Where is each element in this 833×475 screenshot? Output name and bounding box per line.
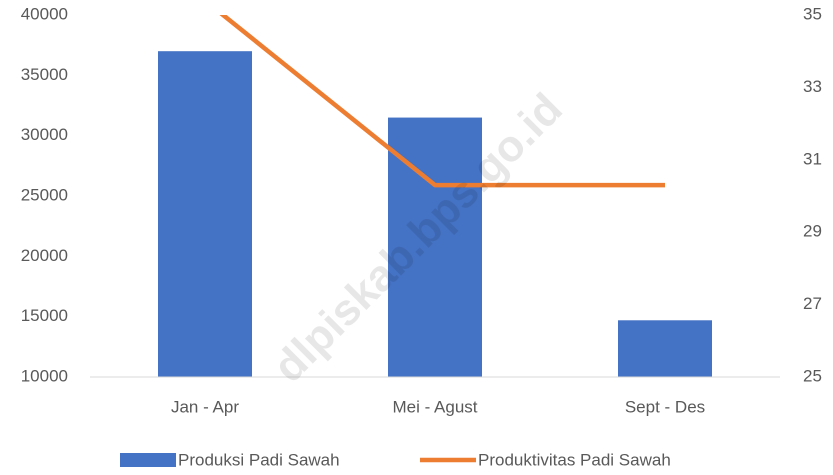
x-tick-label: Mei - Agust (392, 397, 477, 416)
y-tick-label: 40000 (21, 4, 68, 23)
y2-tick-label: 31 (803, 149, 822, 168)
x-tick-label: Sept - Des (625, 397, 705, 416)
bar (158, 51, 252, 377)
legend-label: Produktivitas Padi Sawah (478, 450, 671, 469)
bar (618, 320, 712, 377)
y-tick-label: 25000 (21, 185, 68, 204)
x-tick-label: Jan - Apr (171, 397, 239, 416)
y2-tick-label: 25 (803, 366, 822, 385)
y-tick-label: 10000 (21, 366, 68, 385)
y2-tick-label: 27 (803, 294, 822, 313)
y-tick-label: 30000 (21, 125, 68, 144)
y-tick-label: 15000 (21, 306, 68, 325)
legend-label: Produksi Padi Sawah (178, 450, 340, 469)
legend-swatch (120, 453, 176, 467)
y2-tick-label: 29 (803, 222, 822, 241)
y-tick-label: 35000 (21, 65, 68, 84)
y2-tick-label: 33 (803, 77, 822, 96)
line (219, 15, 665, 188)
y-tick-label: 20000 (21, 246, 68, 265)
y2-tick-label: 35 (803, 4, 822, 23)
